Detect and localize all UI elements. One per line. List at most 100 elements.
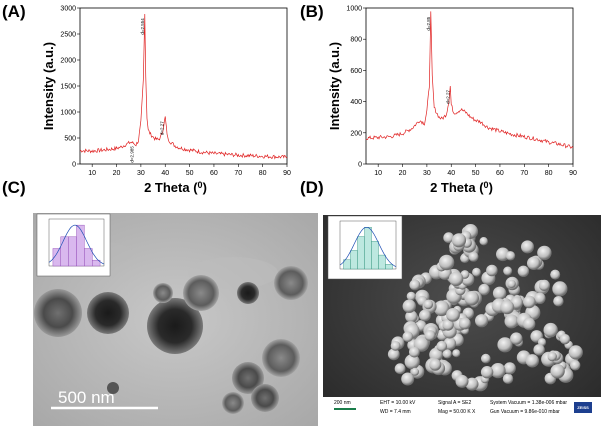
sem-particle xyxy=(503,362,516,375)
y-tick-label: 200 xyxy=(350,130,362,137)
sem-particle xyxy=(534,292,546,304)
x-tick-label: 50 xyxy=(186,170,194,177)
sem-particle xyxy=(500,300,515,315)
sem-particle xyxy=(553,296,564,307)
peak-annotation: d=2.985 xyxy=(130,146,135,163)
sem-particle xyxy=(446,308,460,322)
y-tick-label: 2000 xyxy=(60,58,76,65)
x-tick-label: 70 xyxy=(234,170,242,177)
y-tick-label: 1500 xyxy=(60,84,76,91)
x-tick-label: 20 xyxy=(399,170,407,177)
x-tick-label: 70 xyxy=(520,170,528,177)
x-tick-label: 50 xyxy=(472,170,480,177)
x-tick-label: 90 xyxy=(569,170,577,177)
peak-annotation: d=2.85 xyxy=(426,16,431,30)
sem-particle xyxy=(419,309,431,322)
sem-particle xyxy=(442,349,452,359)
sem-particle xyxy=(543,322,558,338)
sem-particle xyxy=(387,348,400,361)
sem-particle xyxy=(507,279,516,289)
sem-particle xyxy=(547,351,557,362)
sem-particle xyxy=(537,245,552,261)
y-tick-label: 500 xyxy=(64,136,76,143)
sem-particle xyxy=(452,349,461,358)
sem-particle xyxy=(502,373,514,384)
y-tick-label: 1000 xyxy=(60,110,76,117)
sem-particle xyxy=(521,240,534,254)
x-tick-label: 30 xyxy=(137,170,145,177)
nanoparticle xyxy=(222,392,244,414)
sem-wd: WD = 7.4 mm xyxy=(380,409,411,415)
y-axis-title: Intensity (a.u.) xyxy=(41,42,56,130)
sem-particle xyxy=(402,331,414,343)
sem-particle xyxy=(552,281,568,297)
sem-particle xyxy=(394,363,406,375)
histogram-bar xyxy=(68,236,77,267)
x-tick-label: 60 xyxy=(210,170,218,177)
panel-label-a: (A) xyxy=(2,2,26,21)
peak-annotation: d=2.554 xyxy=(140,18,145,35)
y-tick-label: 0 xyxy=(72,162,76,169)
sem-particle xyxy=(406,291,416,301)
sem-particle xyxy=(486,264,498,277)
sem-particle xyxy=(510,332,523,345)
sem-particle xyxy=(496,247,510,262)
sem-particle xyxy=(404,354,420,370)
scale-bar-label: 500 nm xyxy=(58,388,115,407)
nanoparticle xyxy=(237,282,259,304)
sem-particle xyxy=(433,300,450,317)
x-tick-label: 10 xyxy=(88,170,96,177)
sem-particle xyxy=(468,251,479,262)
sem-particle xyxy=(458,317,471,330)
nanoparticle xyxy=(232,362,264,394)
sem-particle xyxy=(429,358,442,371)
nanoparticle xyxy=(107,382,119,394)
sem-particle xyxy=(405,310,418,323)
x-axis-title-end: ) xyxy=(203,180,207,195)
sem-particle xyxy=(455,374,469,388)
sem-particle xyxy=(409,346,420,358)
sem-particle xyxy=(475,314,489,328)
sem-particle xyxy=(424,330,436,341)
sem-eht: EHT = 10.00 kV xyxy=(380,400,416,406)
plot-frame xyxy=(365,7,574,165)
sem-particle xyxy=(550,269,561,280)
sem-particle xyxy=(478,283,490,296)
histogram-bar xyxy=(84,248,93,267)
xrd-series-line xyxy=(79,14,288,160)
sem-particle xyxy=(423,299,433,310)
y-tick-label: 600 xyxy=(350,68,362,75)
sem-particle xyxy=(464,291,479,306)
sem-particle xyxy=(390,341,401,351)
y-tick-label: 1000 xyxy=(346,6,362,13)
sem-particle xyxy=(490,363,506,379)
nanoparticle xyxy=(183,275,219,311)
sem-gun-vacuum: Gun Vacuum = 9.86e-010 mbar xyxy=(490,409,560,415)
histogram-bar xyxy=(60,236,69,267)
x-tick-label: 20 xyxy=(113,170,121,177)
sem-particle xyxy=(550,364,565,379)
sem-signal: Signal A = SE2 xyxy=(438,400,472,406)
sem-micrograph xyxy=(323,215,601,428)
sem-particle xyxy=(465,377,479,391)
sem-particle xyxy=(402,299,416,313)
tem-micrograph: 500 nm xyxy=(33,213,318,426)
sem-particle xyxy=(503,266,513,276)
panel-label-b: (B) xyxy=(300,2,324,21)
sem-particle xyxy=(533,344,545,356)
y-tick-label: 800 xyxy=(350,37,362,44)
sem-particle xyxy=(570,360,581,371)
sem-particle xyxy=(438,254,455,271)
x-tick-label: 90 xyxy=(283,170,291,177)
nanoparticle xyxy=(274,266,308,300)
histogram-fit-curve xyxy=(48,224,105,265)
x-tick-label: 30 xyxy=(423,170,431,177)
sem-particle xyxy=(409,279,421,291)
sem-particle xyxy=(522,317,536,331)
peak-annotation: d=2.27 xyxy=(160,121,165,135)
sem-particle xyxy=(401,372,415,386)
sem-scale-label: 200 nm xyxy=(334,400,351,406)
sem-particle xyxy=(504,314,519,329)
x-axis-title-end: ) xyxy=(489,180,493,195)
